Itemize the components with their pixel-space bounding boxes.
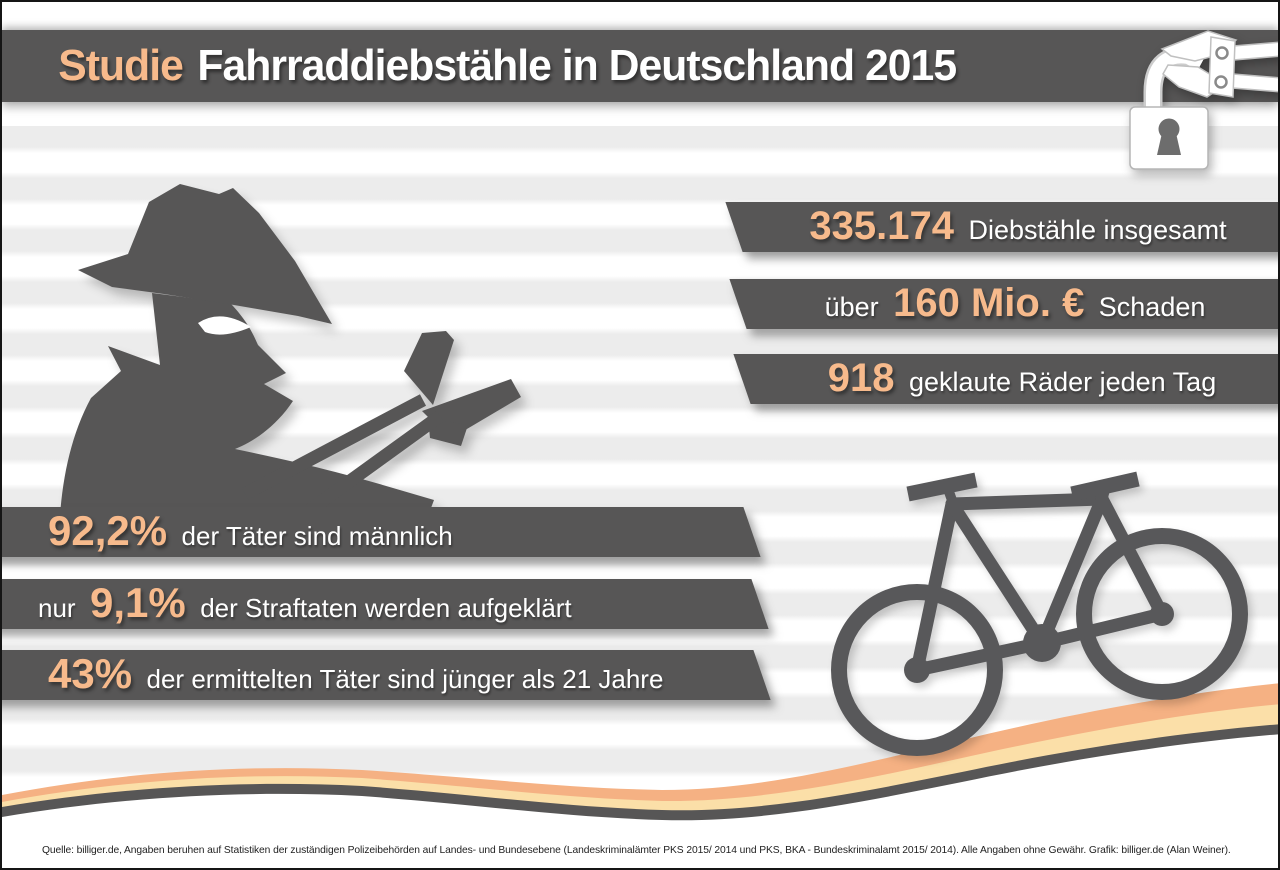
stat-label: geklaute Räder jeden Tag	[908, 367, 1217, 397]
title-highlight: Studie	[58, 41, 184, 90]
stat-label: der Täter sind männlich	[181, 521, 453, 551]
source-note: Quelle: billiger.de, Angaben beruhen auf…	[42, 844, 1231, 856]
stat-banner-total-thefts: 335.174 Diebstähle insgesamt	[725, 202, 1278, 252]
page-title: Studie Fahrraddiebstähle in Deutschland 2…	[2, 41, 957, 91]
stat-banner-male-offenders: 92,2% der Täter sind männlich	[2, 507, 761, 557]
stat-value: 9,1%	[90, 579, 186, 626]
stat-label: der ermittelten Täter sind jünger als 21…	[146, 664, 664, 694]
stat-label: der Straftaten werden aufgeklärt	[200, 593, 572, 623]
stat-value: 335.174	[809, 204, 954, 248]
stat-prefix: nur	[38, 593, 76, 623]
stat-banner-damage: über 160 Mio. € Schaden	[729, 279, 1278, 329]
stat-banner-young-offenders: 43% der ermittelten Täter sind jünger al…	[2, 650, 771, 700]
stat-value: 43%	[47, 650, 133, 697]
title-rest: Fahrraddiebstähle in Deutschland 2015	[197, 41, 957, 90]
stat-banner-per-day: 918 geklaute Räder jeden Tag	[733, 354, 1278, 404]
stat-label: Schaden	[1098, 292, 1206, 322]
stat-value: 918	[827, 356, 895, 400]
stat-label: Diebstähle insgesamt	[968, 215, 1227, 245]
stat-prefix: über	[824, 292, 879, 322]
stat-value: 92,2%	[47, 507, 168, 554]
stat-value: 160 Mio. €	[893, 281, 1085, 325]
title-bar: Studie Fahrraddiebstähle in Deutschland 2…	[2, 30, 1278, 102]
stat-banner-solved-cases: nur 9,1% der Straftaten werden aufgeklär…	[2, 579, 769, 629]
